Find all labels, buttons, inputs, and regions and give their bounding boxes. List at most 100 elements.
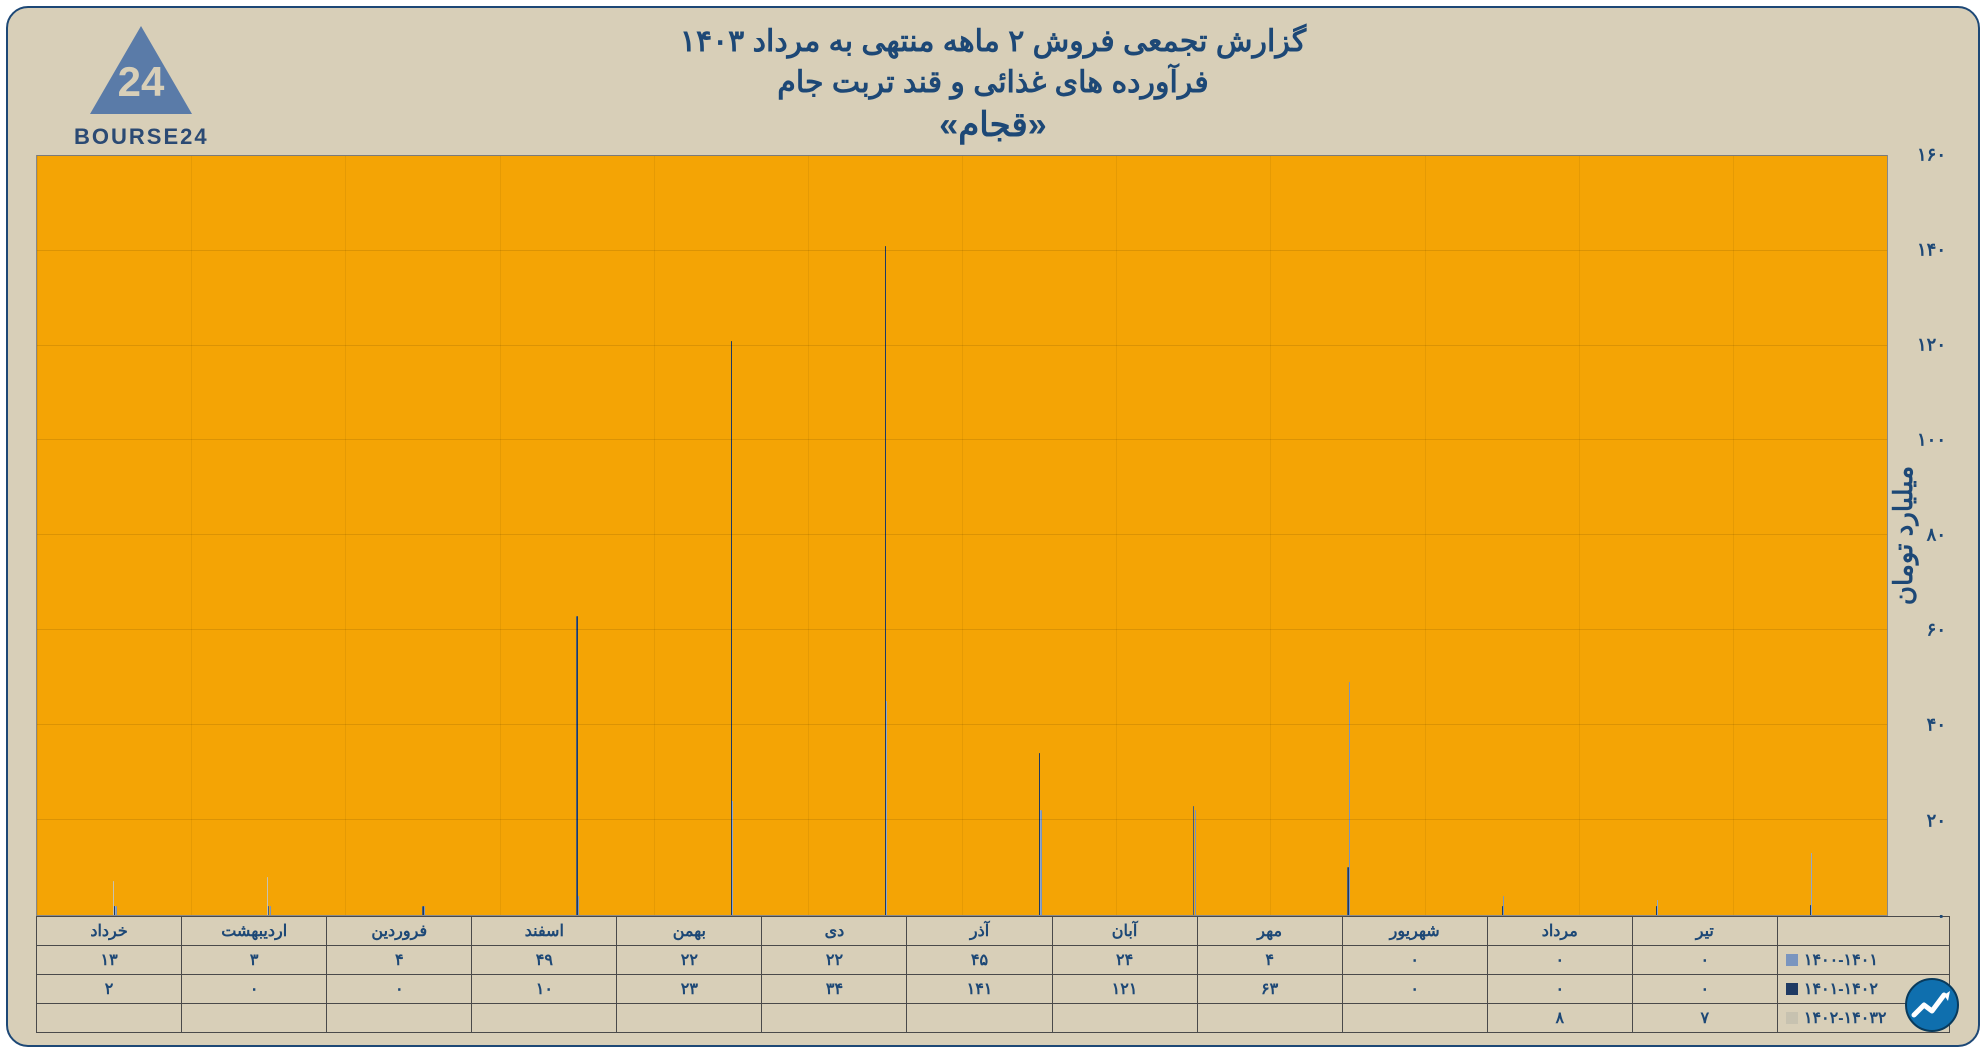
bar	[885, 246, 886, 915]
legend-swatch	[1786, 954, 1798, 966]
bar	[576, 616, 577, 915]
bar	[1811, 853, 1812, 915]
table-header-row: تیرمردادشهریورمهرآبانآذردیبهمناسفندفرورد…	[37, 916, 1950, 945]
bar-group	[37, 156, 191, 915]
data-cell	[1342, 1003, 1487, 1032]
bar	[578, 896, 579, 915]
header: 24 BOURSE24 گزارش تجمعی فروش ۲ ماهه منته…	[36, 22, 1950, 149]
bar-group	[1579, 156, 1733, 915]
y-tick: ۲۰	[1927, 810, 1946, 831]
bar-group	[1270, 156, 1424, 915]
data-cell	[907, 1003, 1052, 1032]
series-name: ۱۴۰۱-۱۴۰۲	[1804, 981, 1878, 998]
bar	[270, 906, 271, 915]
data-cell: ۲۳	[617, 974, 762, 1003]
plot-area	[36, 155, 1888, 916]
bar	[731, 341, 732, 915]
data-cell: ۰	[182, 974, 327, 1003]
y-tick: ۱۶۰	[1917, 144, 1946, 165]
bar	[424, 906, 425, 915]
bar-group	[654, 156, 808, 915]
y-tick: ۱۰۰	[1917, 430, 1946, 451]
bar-group	[808, 156, 962, 915]
grid-line	[37, 439, 1887, 440]
data-cell	[472, 1003, 617, 1032]
data-cell: ۴	[327, 945, 472, 974]
data-cell	[182, 1003, 327, 1032]
data-cell: ۳	[182, 945, 327, 974]
series-name-cell: ۱۴۰۰-۱۴۰۱	[1777, 945, 1949, 974]
data-cell: ۴	[1197, 945, 1342, 974]
legend-swatch	[1786, 983, 1798, 995]
data-cell: ۰	[1342, 974, 1487, 1003]
bar	[1040, 810, 1041, 914]
data-cell: ۰	[1632, 974, 1777, 1003]
category-header: تیر	[1632, 916, 1777, 945]
bar	[113, 881, 114, 914]
chart-badge-icon	[1904, 977, 1960, 1033]
y-tick: ۶۰	[1927, 620, 1946, 641]
data-cell: ۳۴	[762, 974, 907, 1003]
data-cell	[762, 1003, 907, 1032]
title-line-1: گزارش تجمعی فروش ۲ ماهه منتهی به مرداد ۱…	[680, 22, 1306, 63]
data-cell: ۱۴۱	[907, 974, 1052, 1003]
table-row: ۱۴۰۱-۱۴۰۲۰۰۰۶۳۱۲۱۱۴۱۳۴۲۳۱۰۰۰۲	[37, 974, 1950, 1003]
data-cell: ۰	[1342, 945, 1487, 974]
data-cell: ۰	[1632, 945, 1777, 974]
data-cell: ۱۲۱	[1052, 974, 1197, 1003]
data-cell: ۶۳	[1197, 974, 1342, 1003]
bar-group	[1733, 156, 1887, 915]
y-axis: میلیارد تومان ۰۲۰۴۰۶۰۸۰۱۰۰۱۲۰۱۴۰۱۶۰	[1888, 155, 1950, 916]
data-cell: ۷	[1632, 1003, 1777, 1032]
bar-group	[191, 156, 345, 915]
triangle-24-icon: 24	[86, 24, 196, 120]
category-header: اردیبهشت	[182, 916, 327, 945]
y-tick: ۸۰	[1927, 525, 1946, 546]
data-cell	[1197, 1003, 1342, 1032]
data-cell: ۲۴	[1052, 945, 1197, 974]
svg-text:24: 24	[118, 58, 165, 105]
data-cell: ۴۹	[472, 945, 617, 974]
bar-group	[962, 156, 1116, 915]
data-cell: ۲۲	[762, 945, 907, 974]
grid-line	[37, 724, 1887, 725]
data-cell	[37, 1003, 182, 1032]
y-axis-label: میلیارد تومان	[1888, 466, 1919, 605]
title-line-2: فرآورده های غذائی و قند تربت جام	[680, 63, 1306, 104]
grid-line	[37, 250, 1887, 251]
data-cell	[327, 1003, 472, 1032]
bar-group	[345, 156, 499, 915]
grid-line	[37, 819, 1887, 820]
data-cell: ۲۲	[617, 945, 762, 974]
y-tick: ۱۴۰	[1917, 240, 1946, 261]
category-header: آبان	[1052, 916, 1197, 945]
bar	[1195, 810, 1196, 914]
bar	[1502, 906, 1503, 915]
bars-container	[37, 156, 1887, 915]
bar	[1503, 896, 1504, 915]
category-header: مهر	[1197, 916, 1342, 945]
chart-title-block: گزارش تجمعی فروش ۲ ماهه منتهی به مرداد ۱…	[680, 22, 1306, 149]
y-tick: ۰	[1936, 905, 1946, 926]
legend-swatch	[1786, 1012, 1798, 1024]
bar	[115, 906, 116, 915]
category-header: خرداد	[37, 916, 182, 945]
category-header: دی	[762, 916, 907, 945]
category-header: فروردین	[327, 916, 472, 945]
table-row: ۱۴۰۰-۱۴۰۱۰۰۰۴۲۴۴۵۲۲۲۲۴۹۴۳۱۳	[37, 945, 1950, 974]
grid-line	[37, 534, 1887, 535]
bar	[1349, 682, 1350, 914]
brand-name: BOURSE24	[74, 124, 209, 150]
table-corner-cell	[1777, 916, 1949, 945]
grid-line	[37, 345, 1887, 346]
data-cell: ۰	[327, 974, 472, 1003]
bar	[886, 701, 887, 914]
y-tick: ۱۲۰	[1917, 335, 1946, 356]
category-header: شهریور	[1342, 916, 1487, 945]
bar	[1656, 906, 1657, 915]
brand-logo: 24 BOURSE24	[74, 24, 209, 150]
data-cell	[617, 1003, 762, 1032]
grid-line	[37, 155, 1887, 156]
data-cell: ۲	[37, 974, 182, 1003]
data-cell: ۰	[1487, 974, 1632, 1003]
